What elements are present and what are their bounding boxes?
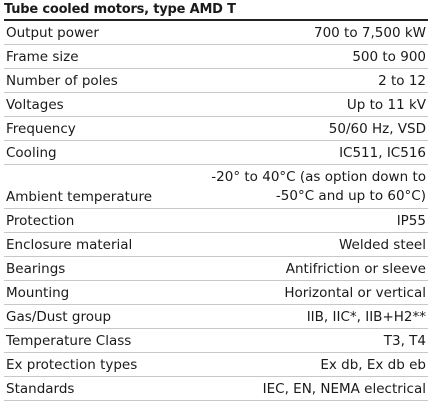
value-text: IIB, IIC*, IIB+H2** [306, 308, 426, 325]
row-value: Ex db, Ex db eb [168, 352, 428, 377]
table-row: Bearings Antifriction or sleeve [4, 256, 428, 281]
spec-sheet: Tube cooled motors, type AMD T Output po… [4, 0, 428, 401]
value-text: IP55 [396, 212, 426, 229]
row-label: Voltages [4, 92, 169, 117]
row-label: Enclosure material [4, 232, 169, 257]
table-row: Temperature Class T3, T4 [4, 328, 428, 353]
value-text: IC511, IC516 [339, 144, 426, 161]
value-text: 50/60 Hz, VSD [328, 120, 426, 137]
row-label: Frequency [4, 116, 169, 141]
table-row: Number of poles 2 to 12 [4, 68, 428, 93]
value-text: Up to 11 kV [346, 96, 426, 113]
table-row: Frame size 500 to 900 [4, 44, 428, 69]
row-label: Cooling [4, 140, 169, 165]
row-label: Output power [4, 21, 169, 45]
table-row: Protection IP55 [4, 208, 428, 233]
row-label: Gas/Dust group [4, 304, 169, 329]
value-text: 700 to 7,500 kW [313, 24, 426, 41]
value-text: 2 to 12 [378, 72, 426, 89]
row-label: Standards [4, 376, 169, 401]
row-value: T3, T4 [168, 328, 428, 353]
table-row: Mounting Horizontal or vertical [4, 280, 428, 305]
row-value: IIB, IIC*, IIB+H2** [168, 304, 428, 329]
value-text: 500 to 900 [352, 48, 426, 65]
row-value: Welded steel [168, 232, 428, 257]
row-value: Antifriction or sleeve [168, 256, 428, 281]
table-row: Frequency 50/60 Hz, VSD [4, 116, 428, 141]
row-label: Bearings [4, 256, 169, 281]
row-label: Number of poles [4, 68, 169, 93]
row-label: Protection [4, 208, 169, 233]
table-row: Standards IEC, EN, NEMA electrical [4, 376, 428, 401]
value-text: -20° to 40°C (as option down to -50°C an… [211, 168, 426, 204]
row-label: Mounting [4, 280, 169, 305]
row-label: Ambient temperature [4, 164, 169, 209]
spec-table: Output power 700 to 7,500 kW Frame size 500… [4, 21, 428, 401]
table-row: Gas/Dust group IIB, IIC*, IIB+H2** [4, 304, 428, 329]
row-value: Horizontal or vertical [168, 280, 428, 305]
row-label: Temperature Class [4, 328, 169, 353]
row-value: 500 to 900 [168, 44, 428, 69]
value-text: IEC, EN, NEMA electrical [262, 380, 426, 397]
value-text: Welded steel [338, 236, 426, 253]
row-value: -20° to 40°C (as option down to -50°C an… [168, 164, 428, 209]
table-row: Voltages Up to 11 kV [4, 92, 428, 117]
row-value: IEC, EN, NEMA electrical [168, 376, 428, 401]
value-text: Ex db, Ex db eb [320, 356, 426, 373]
table-row: Output power 700 to 7,500 kW [4, 21, 428, 45]
table-row: Ambient temperature -20° to 40°C (as opti… [4, 164, 428, 209]
row-value: Up to 11 kV [168, 92, 428, 117]
value-text: T3, T4 [383, 332, 426, 349]
value-text: Antifriction or sleeve [285, 260, 426, 277]
row-value: 50/60 Hz, VSD [168, 116, 428, 141]
value-text: Horizontal or vertical [284, 284, 426, 301]
row-label: Frame size [4, 44, 169, 69]
row-label: Ex protection types [4, 352, 169, 377]
row-value: 2 to 12 [168, 68, 428, 93]
row-value: 700 to 7,500 kW [168, 21, 428, 45]
row-value: IC511, IC516 [168, 140, 428, 165]
table-body: Output power 700 to 7,500 kW Frame size 500… [4, 21, 428, 401]
table-row: Ex protection types Ex db, Ex db eb [4, 352, 428, 377]
table-row: Enclosure material Welded steel [4, 232, 428, 257]
table-row: Cooling IC511, IC516 [4, 140, 428, 165]
row-value: IP55 [168, 208, 428, 233]
table-title: Tube cooled motors, type AMD T [4, 0, 428, 21]
